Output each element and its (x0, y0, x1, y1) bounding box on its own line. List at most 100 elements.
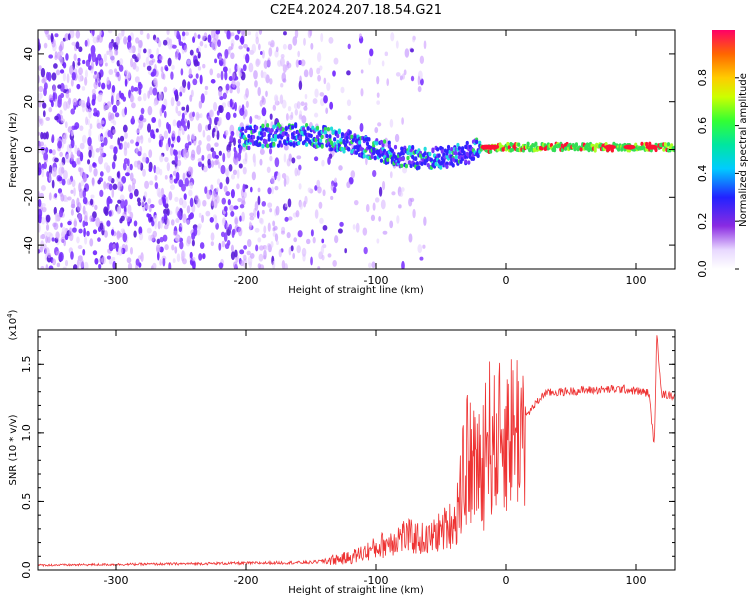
spectrum-point (162, 197, 166, 208)
spectrum-point (219, 116, 223, 126)
spectrum-point (192, 257, 196, 262)
spectrum-point (197, 34, 201, 39)
spectrum-point (73, 187, 76, 197)
spectrum-point (64, 121, 68, 129)
spectrum-point (312, 236, 316, 244)
spectrum-point (45, 263, 49, 269)
spectrum-point (332, 186, 337, 194)
spectrum-point (263, 249, 267, 260)
spectrum-point (211, 41, 215, 51)
spectrum-point (258, 43, 261, 51)
spectrum-point (88, 144, 93, 152)
spectrum-point (91, 30, 95, 37)
spectrum-point (287, 105, 292, 112)
spectrum-point (152, 262, 157, 269)
spectrum-point (229, 98, 233, 108)
spectrum-point (181, 250, 185, 261)
spectrum-point (321, 238, 325, 244)
ridge-point (467, 160, 471, 165)
spectrum-point (218, 150, 222, 156)
spectrum-point (330, 195, 334, 201)
spectrum-point (323, 95, 328, 104)
spectrum-point (419, 78, 424, 86)
spectrum-point (231, 174, 236, 180)
spectrum-point (152, 87, 158, 96)
y-tick-label: 1.5 (20, 356, 33, 374)
spectrum-point (94, 70, 98, 76)
spectrum-point (103, 53, 108, 63)
spectrum-point (257, 86, 261, 97)
ridge-point (342, 149, 346, 154)
spectrum-point (57, 176, 63, 182)
spectrum-point (110, 95, 114, 106)
spectrum-point (53, 63, 58, 69)
ridge-point (241, 126, 245, 132)
spectrum-point (51, 134, 55, 143)
spectrum-point (135, 141, 140, 147)
spectrum-point (230, 188, 235, 199)
spectrum-point (94, 204, 98, 211)
spectrum-point (166, 30, 170, 35)
ridge-point (294, 122, 298, 127)
spectrum-point (292, 252, 296, 260)
spectrum-point (216, 117, 219, 122)
spectrum-point (129, 211, 134, 220)
spectrum-point (111, 85, 116, 93)
spectrum-point (178, 226, 182, 233)
spectrum-point (205, 210, 211, 217)
spectrum-point (264, 245, 269, 251)
y-tick-label: 1.0 (20, 424, 33, 442)
spectrum-point (76, 147, 81, 157)
spectrum-point (59, 57, 64, 65)
ridge-point (336, 133, 340, 139)
spectrum-point (146, 123, 152, 133)
spectrum-point (228, 68, 232, 74)
spectrum-point (118, 142, 122, 150)
spectrum-point (298, 113, 302, 121)
ridge-point (464, 159, 468, 164)
ridge-point (428, 151, 432, 157)
spectrum-point (188, 68, 192, 77)
spectrum-point (191, 232, 196, 240)
spectrum-point (116, 171, 120, 178)
ridge-point (407, 160, 412, 165)
spectrum-point (202, 165, 208, 173)
ridge-point (334, 130, 338, 135)
spectrum-point (127, 35, 132, 43)
spectrum-point (400, 187, 405, 192)
spectrum-point (120, 198, 126, 209)
spectrum-point (114, 68, 118, 73)
spectrum-point (38, 167, 42, 176)
spectrum-point (216, 178, 221, 185)
spectrum-point (170, 96, 175, 107)
spectrum-point (203, 32, 208, 39)
spectrum-point (423, 216, 427, 226)
ridge-point (348, 130, 352, 135)
spectrum-point (360, 88, 364, 97)
spectrum-point (410, 75, 415, 82)
spectrogram-x-label: Height of straight line (km) (288, 285, 424, 296)
x-tick-label: -100 (364, 274, 389, 287)
spectrum-point (163, 130, 168, 140)
ridge-point (320, 144, 324, 149)
spectrum-point (72, 97, 78, 106)
spectrum-point (182, 172, 186, 181)
spectrum-point (149, 180, 154, 186)
spectrum-point (225, 222, 229, 230)
spectrum-point (44, 231, 48, 236)
y-tick-label: 20 (22, 95, 35, 109)
spectrum-point (91, 52, 97, 63)
spectrum-point (265, 90, 268, 97)
spectrum-point (215, 30, 221, 35)
spectrum-point (75, 30, 81, 39)
spectrum-point (43, 42, 48, 49)
spectrum-point (187, 134, 190, 142)
ridge-point (406, 155, 410, 161)
spectrum-point (303, 106, 308, 111)
spectrum-point (225, 111, 231, 121)
spectrum-point (163, 110, 167, 119)
spectrum-point (79, 125, 84, 131)
spectrum-point (135, 66, 140, 72)
spectrum-point (39, 192, 44, 198)
spectrum-point (51, 72, 57, 81)
